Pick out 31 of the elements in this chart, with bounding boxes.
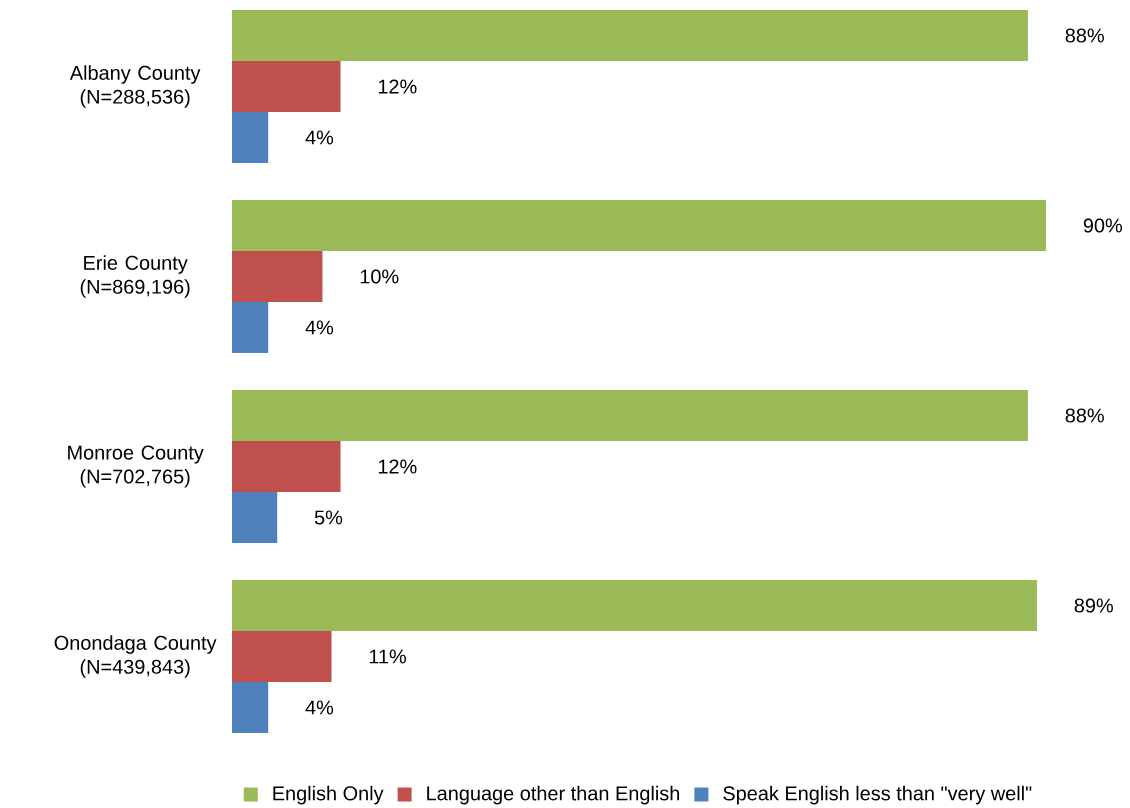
data-label: 11%: [369, 649, 407, 664]
data-label: 5%: [314, 510, 343, 525]
y-tick-label: Erie County (N=869,196): [80, 255, 190, 298]
data-label: 12%: [378, 79, 417, 94]
bar: [232, 112, 269, 164]
y-tick-label: Monroe County (N=702,765): [68, 445, 204, 488]
data-label: 12%: [378, 459, 417, 474]
data-label: 88%: [1065, 28, 1104, 43]
data-label: 10%: [360, 269, 399, 284]
y-tick-label: Albany County (N=288,536): [69, 65, 201, 108]
data-label: 88%: [1065, 408, 1104, 423]
data-label: 90%: [1083, 218, 1123, 233]
data-label: 4%: [305, 700, 334, 715]
bar: [232, 492, 278, 544]
bar: [232, 61, 341, 113]
bar: [232, 580, 1037, 632]
legend-label: Speak English less than "very well": [723, 785, 1032, 805]
y-tick-label: Onondaga County (N=439,843): [54, 635, 217, 678]
bar: [232, 682, 269, 734]
bar: [232, 390, 1028, 442]
data-label: 4%: [305, 320, 334, 335]
data-label: 89%: [1074, 598, 1113, 613]
bar: [232, 251, 323, 303]
bar: [232, 302, 269, 354]
bar: [232, 200, 1047, 252]
legend-label: Language other than English: [427, 785, 680, 805]
bar: [232, 441, 341, 493]
legend-label: English Only: [273, 785, 384, 805]
bar: [232, 631, 332, 683]
data-label: 4%: [305, 130, 334, 145]
bar: [232, 10, 1028, 62]
